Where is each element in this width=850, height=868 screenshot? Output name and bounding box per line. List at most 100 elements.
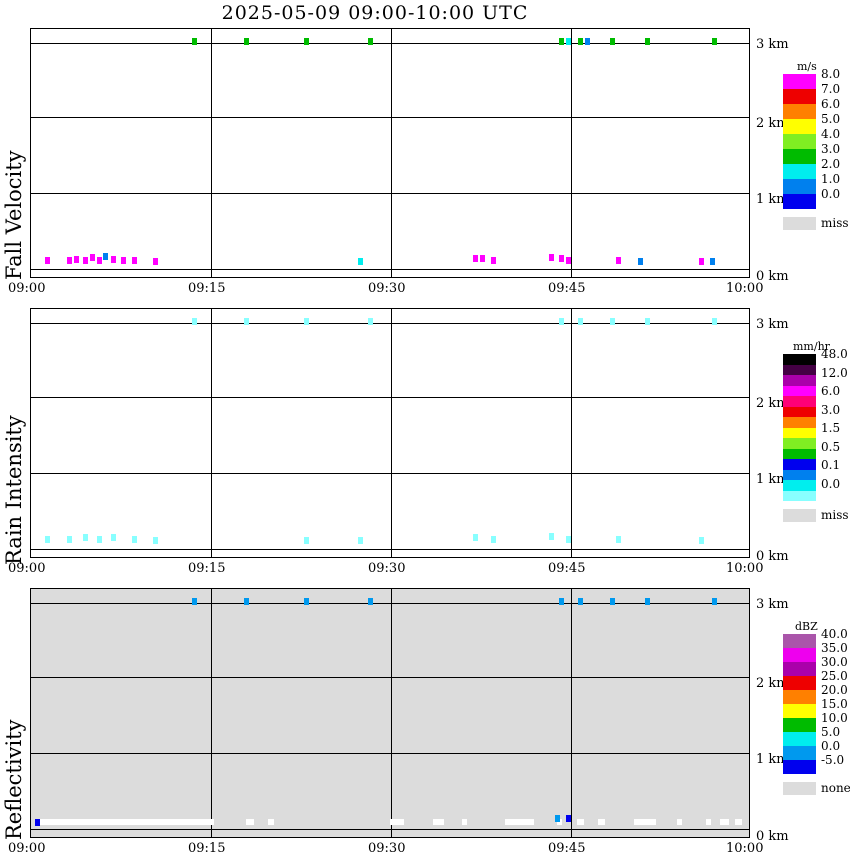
data-cell — [559, 255, 564, 262]
xtick-0930-p3: 09:30 — [368, 841, 406, 856]
colorbar-title-rain-intensity: mm/hr — [793, 340, 830, 353]
data-cell — [153, 258, 158, 265]
ytick-0km-p2: 0 km — [756, 549, 789, 564]
colorbar-tick-label: 0.0 — [821, 739, 841, 753]
data-cell — [192, 598, 197, 605]
colorbar-band — [783, 417, 816, 428]
data-cell — [304, 537, 309, 544]
data-cell — [358, 258, 363, 265]
colorbar-tick-label: 6.0 — [821, 384, 841, 398]
colorbar-band — [783, 676, 816, 690]
data-cell — [557, 819, 562, 825]
colorbar-tick-label: 0.0 — [821, 187, 841, 201]
colorbar-tick-label: 3.0 — [821, 142, 841, 156]
colorbar-band — [783, 164, 816, 179]
data-cell — [566, 536, 571, 543]
data-cell — [491, 536, 496, 543]
colorbar-band — [783, 89, 816, 104]
colorbar-band — [783, 690, 816, 704]
data-cell — [616, 536, 621, 543]
data-cell — [645, 38, 650, 45]
data-cell — [710, 258, 715, 265]
colorbar-tick-label: 5.0 — [821, 725, 841, 739]
xtick-0915-p3: 09:15 — [188, 841, 226, 856]
data-cell — [90, 254, 95, 261]
gridline-vertical — [391, 29, 392, 277]
ytick-1km-p1: 1 km — [756, 192, 789, 207]
xtick-1000-p1: 10:00 — [726, 281, 764, 296]
data-cell — [246, 819, 254, 825]
data-cell — [712, 318, 717, 325]
ytick-0km-p1: 0 km — [756, 269, 789, 284]
gridline-vertical — [571, 589, 572, 837]
data-cell — [549, 533, 554, 540]
data-cell — [45, 257, 50, 264]
colorbar-tick-label: 1.5 — [821, 421, 841, 435]
gridline-horizontal — [31, 753, 749, 754]
colorbar-band — [783, 119, 816, 134]
colorbar-tick-label: 8.0 — [821, 67, 841, 81]
data-cell — [35, 819, 40, 826]
gridline-horizontal — [31, 603, 749, 604]
plot-panel-fall-velocity — [30, 28, 750, 278]
colorbar-band — [783, 704, 816, 718]
colorbar-band — [783, 760, 816, 774]
colorbar-tick-label: -5.0 — [821, 753, 845, 767]
data-cell — [559, 318, 564, 325]
data-cell — [677, 819, 682, 825]
data-cell — [712, 598, 717, 605]
colorbar-band — [783, 438, 816, 449]
ytick-3km-p2: 3 km — [756, 317, 789, 332]
colorbar-tick-label: 5.0 — [821, 112, 841, 126]
data-cell — [45, 536, 50, 543]
xtick-1000-p3: 10:00 — [726, 841, 764, 856]
data-cell — [634, 819, 656, 825]
data-cell — [67, 536, 72, 543]
colorbar-band — [783, 427, 816, 438]
xtick-0930-p1: 09:30 — [368, 281, 406, 296]
data-cell — [244, 38, 249, 45]
ytick-3km-p3: 3 km — [756, 597, 789, 612]
colorbar-band — [783, 74, 816, 89]
gridline-vertical — [211, 29, 212, 277]
data-cell — [111, 534, 116, 541]
data-cell — [83, 534, 88, 541]
panel-label-rain-intensity: Rain Intensity — [2, 415, 26, 565]
colorbar-tick-label: 30.0 — [821, 655, 848, 669]
gridline-vertical — [571, 29, 572, 277]
data-cell — [585, 38, 590, 45]
colorbar-band — [783, 406, 816, 417]
data-cell — [304, 318, 309, 325]
data-cell — [132, 536, 137, 543]
data-cell — [304, 598, 309, 605]
data-cell — [153, 537, 158, 544]
colorbar-tick-label: 4.0 — [821, 127, 841, 141]
data-cell — [699, 258, 704, 265]
colorbar-tick-label: 0.1 — [821, 458, 841, 472]
colorbar-band — [783, 490, 816, 501]
colorbar-tick-label: 6.0 — [821, 97, 841, 111]
colorbar-band — [783, 179, 816, 194]
data-cell — [578, 598, 583, 605]
xtick-0915-p2: 09:15 — [188, 561, 226, 576]
colorbar-tick-label: 25.0 — [821, 669, 848, 683]
data-cell — [559, 38, 564, 45]
colorbar-band — [783, 194, 816, 209]
data-cell — [244, 318, 249, 325]
data-cell — [638, 258, 643, 265]
colorbar-missing-label: miss — [821, 216, 849, 230]
colorbar-tick-label: 12.0 — [821, 365, 848, 380]
xtick-0945-p3: 09:45 — [548, 841, 586, 856]
xtick-0945-p1: 09:45 — [548, 281, 586, 296]
colorbar-tick-label: 15.0 — [821, 697, 848, 711]
colorbar-band — [783, 469, 816, 480]
panel-label-reflectivity: Reflectivity — [2, 719, 26, 840]
data-cell — [549, 254, 554, 261]
data-cell — [97, 536, 102, 543]
ytick-2km-p3: 2 km — [756, 676, 789, 691]
colorbar-missing-swatch — [783, 782, 816, 795]
plot-panel-reflectivity — [30, 588, 750, 838]
colorbar-band — [783, 385, 816, 396]
data-cell — [473, 255, 478, 262]
